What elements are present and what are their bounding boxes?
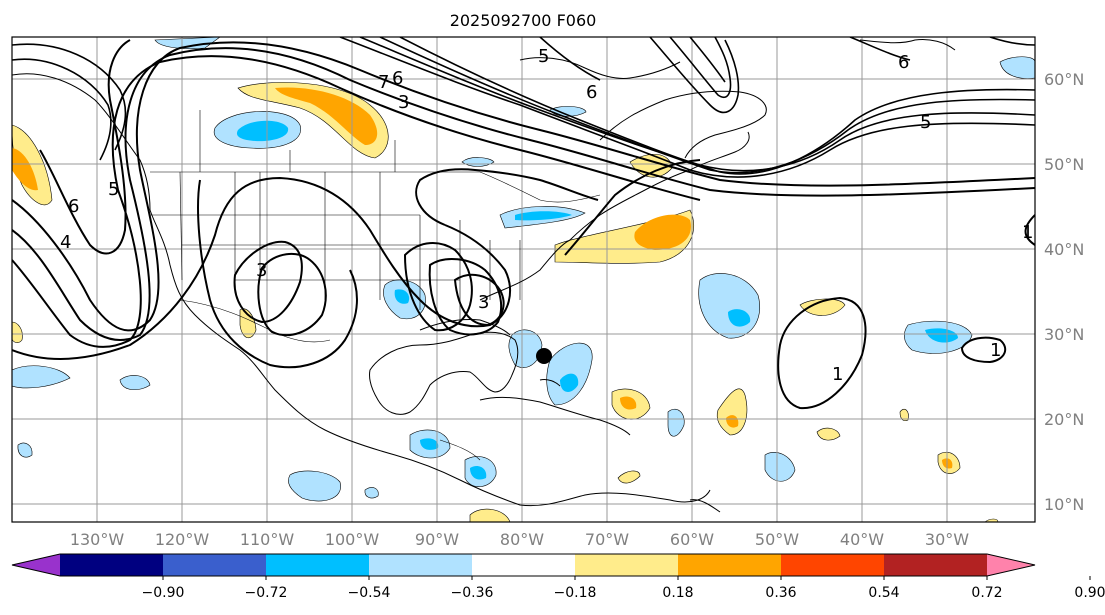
- colorbar-tick-label: −0.18: [554, 585, 597, 601]
- lon-label: 60°W: [670, 530, 714, 549]
- contour-label: 5: [108, 179, 119, 200]
- lat-label: 60°N: [1044, 70, 1084, 89]
- colorbar-segment: [369, 554, 473, 576]
- jet-contours: [12, 37, 1035, 178]
- colorbar-tick-label: −0.54: [348, 585, 391, 601]
- negative-anomaly-shading: [12, 37, 1035, 502]
- colorbar-extend-low: [12, 554, 60, 576]
- latitude-labels: 60°N 50°N 40°N 30°N 20°N 10°N: [1044, 70, 1084, 514]
- lon-label: 130°W: [70, 530, 125, 549]
- colorbar-segment: [884, 554, 988, 576]
- lon-label: 40°W: [840, 530, 884, 549]
- contour-label: 6: [586, 82, 597, 103]
- contour-label: 4: [60, 232, 71, 253]
- storm-center-marker: [536, 348, 552, 364]
- contour-label: 5: [920, 112, 931, 133]
- colorbar-tick-label: 0.54: [868, 585, 899, 601]
- lon-label: 120°W: [155, 530, 210, 549]
- contour-label: 5: [538, 46, 549, 67]
- contour-label: 6: [68, 196, 79, 217]
- lat-label: 10°N: [1044, 495, 1084, 514]
- lat-label: 30°N: [1044, 325, 1084, 344]
- lon-label: 100°W: [325, 530, 380, 549]
- contour-label: 6: [898, 52, 909, 73]
- lat-label: 40°N: [1044, 240, 1084, 259]
- contour-label-group: 6 5 4 3 3 6 5 6 6 5 3 1 1 1 7: [60, 46, 1033, 385]
- colorbar-tick-label: 0.18: [662, 585, 693, 601]
- colorbar-segment: [472, 554, 576, 576]
- longitude-labels: 130°W 120°W 110°W 100°W 90°W 80°W 70°W 6…: [70, 530, 969, 549]
- colorbar-segment: [163, 554, 267, 576]
- map-area: [12, 37, 1035, 522]
- lon-label: 70°W: [585, 530, 629, 549]
- height-contours: [12, 39, 1035, 410]
- colorbar-tick-label: 0.36: [765, 585, 796, 601]
- lat-label: 50°N: [1044, 155, 1084, 174]
- contour-label: 1: [1022, 222, 1033, 243]
- political-borders: [150, 110, 601, 461]
- colorbar-segment: [575, 554, 679, 576]
- lon-label: 80°W: [500, 530, 544, 549]
- lon-label: 90°W: [415, 530, 459, 549]
- colorbar: −0.90 −0.72 −0.54 −0.36 −0.18 0.18 0.36 0.54 0.7…: [11, 553, 1105, 601]
- colorbar-tick-label: −0.72: [245, 585, 288, 601]
- lon-label: 110°W: [240, 530, 295, 549]
- colorbar-tick-label: −0.90: [142, 585, 185, 601]
- colorbar-tick-label: 0.72: [971, 585, 1002, 601]
- colorbar-tick-label: −0.36: [451, 585, 494, 601]
- contour-label: 7: [378, 72, 389, 93]
- contour-label: 1: [990, 340, 1001, 361]
- coastlines: [12, 39, 956, 513]
- colorbar-segment: [678, 554, 782, 576]
- contour-label: 3: [256, 260, 267, 281]
- colorbar-segment: [266, 554, 370, 576]
- lon-label: 30°W: [925, 530, 969, 549]
- contour-label: 3: [478, 292, 489, 313]
- map-title: 2025092700 F060: [450, 11, 597, 30]
- contour-label: 3: [398, 92, 409, 113]
- lon-label: 50°W: [755, 530, 799, 549]
- map-frame: [11, 36, 1036, 523]
- colorbar-tick-label: 0.90: [1074, 585, 1105, 601]
- contour-label: 6: [392, 68, 403, 89]
- colorbar-segment: [781, 554, 885, 576]
- colorbar-extend-high: [987, 554, 1035, 576]
- colorbar-segment: [60, 554, 164, 576]
- contour-label: 1: [832, 364, 843, 385]
- colorbar-outline: [11, 553, 1036, 577]
- lat-label: 20°N: [1044, 410, 1084, 429]
